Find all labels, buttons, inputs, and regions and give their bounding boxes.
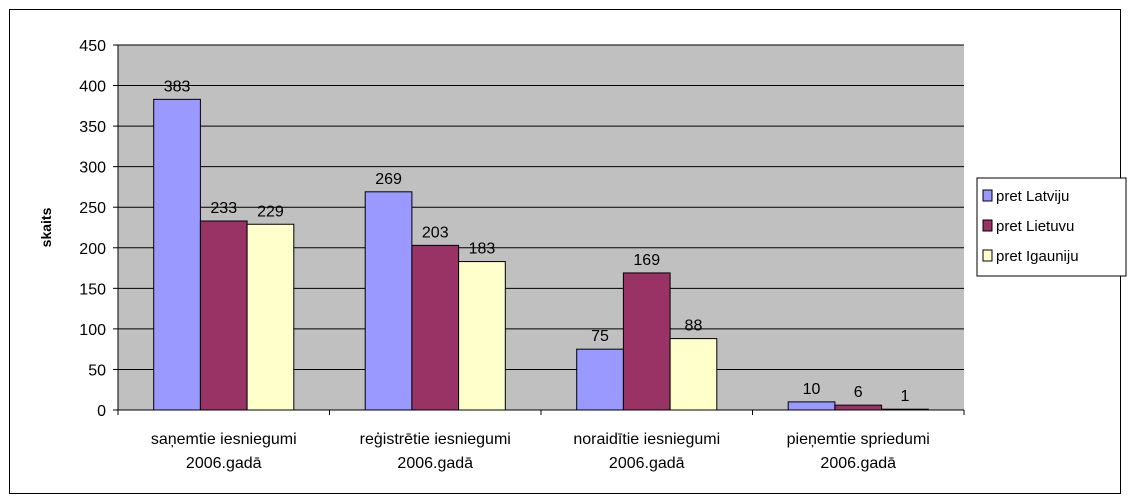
- bar: [200, 221, 247, 410]
- x-tick-label: 2006.gadā: [609, 455, 685, 472]
- bar: [623, 273, 670, 410]
- y-axis-title: skaits: [38, 207, 54, 247]
- y-tick-label: 450: [79, 38, 106, 55]
- bar: [154, 99, 201, 410]
- y-tick-label: 250: [79, 200, 106, 217]
- x-tick-label: noraidītie iesniegumi: [573, 431, 720, 448]
- y-tick-label: 100: [79, 322, 106, 339]
- data-label: 1: [900, 388, 909, 405]
- bar: [365, 192, 412, 410]
- y-tick-label: 350: [79, 119, 106, 136]
- data-label: 10: [803, 381, 821, 398]
- legend-swatch: [983, 250, 992, 261]
- y-tick-label: 50: [88, 362, 106, 379]
- legend-swatch: [983, 220, 992, 231]
- data-label: 88: [685, 318, 703, 335]
- y-tick-labels: 0 50 100 150 200 250 300 350 400 450: [79, 38, 106, 420]
- y-tick-label: 400: [79, 79, 106, 96]
- x-tick-label: reģistrētie iesniegumi: [360, 430, 511, 448]
- y-tick-label: 150: [79, 281, 106, 298]
- x-tick-label: pieņemtie spriedumi: [787, 431, 930, 448]
- bar: [577, 349, 624, 410]
- legend: pret Latviju pret Lietuvu pret Igauniju: [977, 178, 1126, 276]
- data-label: 183: [469, 241, 496, 258]
- data-label: 75: [591, 328, 609, 345]
- legend-label: pret Lietuvu: [996, 218, 1074, 235]
- bar: [788, 402, 835, 410]
- data-label: 169: [633, 252, 660, 269]
- data-label: 6: [854, 384, 863, 401]
- legend-label: pret Latviju: [996, 188, 1069, 205]
- x-tick-label: 2006.gadā: [820, 455, 896, 472]
- x-tick-label: 2006.gadā: [397, 455, 473, 472]
- x-tick-label: saņemtie iesniegumi: [151, 431, 297, 448]
- y-tick-label: 200: [79, 241, 106, 258]
- legend-swatch: [983, 190, 992, 201]
- bar: [670, 339, 717, 410]
- bar: [459, 262, 506, 410]
- y-tick-label: 300: [79, 160, 106, 177]
- data-label: 233: [210, 200, 237, 217]
- data-label: 203: [422, 224, 449, 241]
- data-label: 229: [257, 203, 284, 220]
- data-label: 269: [375, 171, 402, 188]
- bar: [412, 245, 459, 410]
- bar: [835, 405, 882, 410]
- bar: [247, 224, 294, 410]
- x-tick-label: 2006.gadā: [186, 455, 262, 472]
- data-label: 383: [164, 78, 191, 95]
- x-tick-labels: saņemtie iesniegumi 2006.gadā reģistrētie …: [151, 430, 930, 472]
- legend-label: pret Igauniju: [996, 248, 1079, 265]
- y-tick-label: 0: [97, 403, 106, 420]
